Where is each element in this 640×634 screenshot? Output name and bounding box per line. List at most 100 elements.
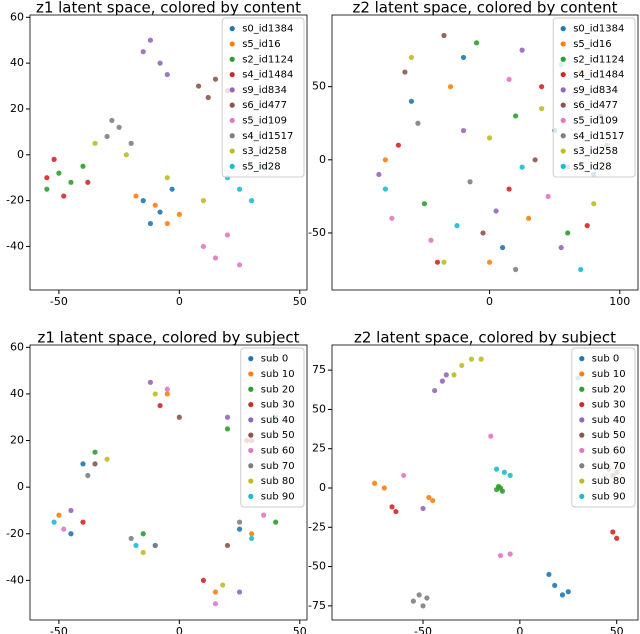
legend-label: s0_id1384 (242, 24, 293, 35)
legend-label: sub 10 (261, 369, 295, 380)
point (212, 589, 219, 595)
point (116, 124, 122, 130)
legend-marker (248, 447, 254, 454)
point (85, 472, 91, 479)
point (164, 391, 170, 397)
point (147, 379, 154, 385)
legend-marker (229, 26, 235, 32)
legend-label: s5_id28 (242, 161, 280, 172)
point (80, 163, 86, 169)
legend-marker (229, 41, 235, 47)
point (147, 220, 154, 227)
legend-marker (560, 102, 566, 108)
point (51, 156, 57, 162)
point (565, 230, 571, 236)
point (443, 372, 449, 378)
legend-marker (579, 432, 585, 438)
legend-marker (579, 447, 585, 454)
legend-label: sub 10 (592, 369, 626, 380)
point (51, 519, 57, 525)
point (169, 186, 175, 192)
legend-marker (560, 26, 566, 32)
legend-marker (248, 356, 254, 362)
x-tick-label: 0 (486, 295, 493, 308)
point (200, 243, 207, 250)
point (68, 507, 74, 514)
legend-label: s5_id109 (573, 115, 618, 126)
point (236, 589, 243, 595)
x-tick-label: 50 (293, 295, 307, 308)
point (61, 526, 67, 532)
point (140, 531, 146, 537)
y-tick-label: 25 (312, 442, 326, 455)
point (389, 504, 395, 510)
point (480, 230, 486, 236)
subplot: z1 latent space, colored by content -50 0 5… (6, 0, 308, 308)
legend-label: sub 50 (261, 430, 295, 441)
point (152, 542, 158, 549)
point (415, 120, 421, 126)
legend-label: sub 80 (261, 476, 295, 487)
subplot: z2 latent space, colored by subject -50 0 5… (308, 329, 639, 634)
subplot: z2 latent space, colored by content 0 100 -… (308, 0, 639, 308)
legend-marker (248, 463, 254, 469)
point (426, 494, 432, 501)
point (164, 71, 170, 78)
point (451, 372, 457, 378)
point (236, 526, 243, 532)
point (424, 595, 430, 601)
legend-marker (560, 56, 566, 62)
point (441, 259, 447, 265)
x-tick-label: -50 (50, 295, 68, 308)
point (176, 414, 182, 420)
point (552, 582, 558, 589)
legend-label: sub 60 (592, 445, 626, 456)
legend-marker (229, 117, 235, 124)
point (200, 577, 207, 583)
legend-box (240, 347, 305, 508)
point (393, 508, 399, 515)
point (236, 262, 243, 268)
point (507, 551, 513, 557)
point (44, 175, 50, 181)
axes-frame (29, 14, 308, 291)
legend-label: sub 90 (261, 491, 295, 502)
legend-marker (560, 163, 566, 169)
point (152, 391, 158, 397)
point (591, 201, 597, 207)
y-tick-label: -40 (6, 573, 24, 586)
point (224, 426, 231, 432)
point (460, 54, 467, 61)
point (416, 592, 422, 598)
legend-marker (248, 478, 254, 484)
point (92, 140, 98, 146)
point (441, 32, 447, 39)
point (382, 157, 388, 163)
legend-marker (229, 56, 235, 62)
legend-marker (579, 463, 585, 469)
point (507, 472, 513, 479)
point (447, 84, 454, 90)
legend-label: s6_id477 (573, 100, 618, 111)
legend-label: s5_id16 (573, 39, 611, 50)
y-tick-label: -20 (6, 527, 24, 540)
x-tick-label: -50 (50, 625, 68, 634)
axes-frame (331, 14, 639, 291)
legend-label: s9_id834 (573, 85, 618, 96)
legend-label: sub 30 (261, 400, 295, 411)
point (164, 386, 170, 392)
point (499, 244, 506, 251)
point (468, 356, 475, 362)
legend-label: sub 20 (261, 384, 295, 395)
legend-label: s2_id1124 (242, 54, 293, 65)
point (539, 84, 545, 90)
point (559, 592, 566, 598)
legend-marker (579, 401, 585, 408)
y-tick-label: -40 (6, 239, 24, 252)
legend-box (571, 347, 636, 508)
legend-marker (579, 417, 585, 423)
point (68, 179, 74, 185)
point (420, 505, 426, 512)
point (408, 54, 415, 61)
